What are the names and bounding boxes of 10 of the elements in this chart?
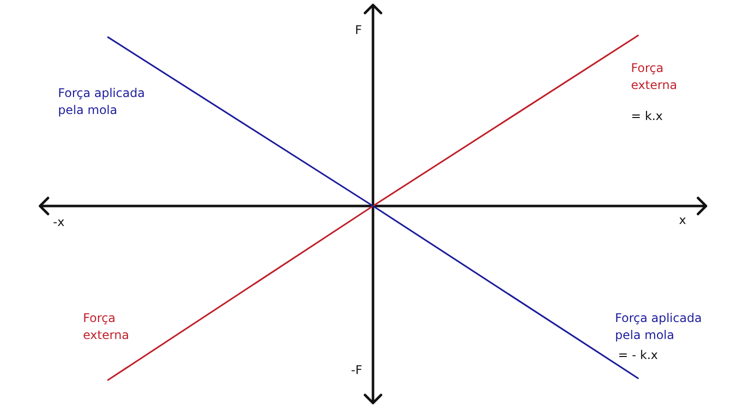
series-label: Força aplicada pela mola [615,311,702,342]
text: Força externa [83,311,130,342]
text: Força aplicada pela mola [58,86,145,117]
annotation: = k.x [631,109,663,123]
y-axis-title: F [355,23,362,37]
annotation: -x [53,215,64,229]
annotation: -F [351,363,362,377]
annotation: = - k.x [618,348,658,362]
x-axis-title: x [679,213,686,227]
series-label: Força externa [631,61,678,92]
